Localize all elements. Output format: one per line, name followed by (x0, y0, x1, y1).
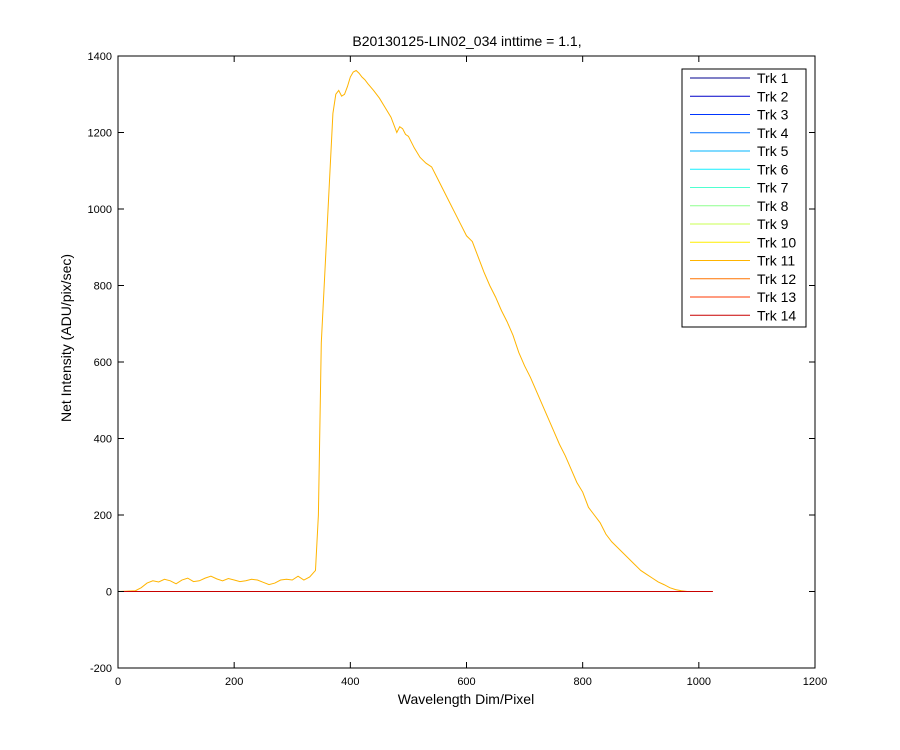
legend-label-trk-11: Trk 11 (757, 253, 795, 269)
tick-layer: 0 200 400 600 800 1000 1200-200020040060080010… (88, 51, 828, 688)
y-tick-label: 600 (94, 357, 112, 369)
chart-title: B20130125-LIN02_034 inttime = 1.1, (352, 33, 581, 49)
x-tick-label: 400 (341, 676, 359, 688)
legend-label-trk-5: Trk 5 (757, 143, 789, 159)
x-tick-label: 200 (225, 676, 243, 688)
y-tick-label: 1200 (88, 128, 112, 140)
y-tick-label: 1400 (88, 51, 112, 63)
x-tick-label: 1000 (687, 676, 711, 688)
x-tick-label: 1200 (803, 676, 827, 688)
y-tick-label: 0 (106, 587, 112, 599)
x-axis-label: Wavelength Dim/Pixel (398, 691, 534, 707)
legend-label-trk-14: Trk 14 (757, 307, 796, 323)
y-tick-label: -200 (90, 663, 112, 675)
legend-label-trk-1: Trk 1 (757, 70, 789, 86)
legend: Trk 1 Trk 2 Trk 3 Trk 4 Trk 5 Trk 6 Trk 7 Trk 8… (681, 68, 807, 328)
y-axis-label: Net Intensity (ADU/pix/sec) (58, 254, 74, 422)
legend-label-trk-9: Trk 9 (757, 216, 789, 232)
x-tick-label: 600 (457, 676, 475, 688)
legend-label-trk-8: Trk 8 (757, 198, 789, 214)
legend-label-trk-2: Trk 2 (757, 88, 789, 104)
legend-label-trk-3: Trk 3 (757, 107, 789, 123)
legend-label-trk-4: Trk 4 (757, 125, 789, 141)
legend-label-trk-13: Trk 13 (757, 289, 796, 305)
legend-label-trk-10: Trk 10 (757, 234, 796, 250)
y-tick-label: 200 (94, 510, 112, 522)
legend-box (681, 68, 807, 328)
legend-label-trk-12: Trk 12 (757, 271, 796, 287)
series-line-trk-11 (117, 69, 713, 592)
y-tick-label: 800 (94, 281, 112, 293)
y-tick-label: 400 (94, 434, 112, 446)
legend-label-trk-6: Trk 6 (757, 161, 789, 177)
y-tick-label: 1000 (88, 204, 112, 216)
legend-label-trk-7: Trk 7 (757, 180, 789, 196)
x-tick-label: 800 (573, 676, 591, 688)
series-layer (117, 69, 713, 592)
x-tick-label: 0 (115, 676, 121, 688)
